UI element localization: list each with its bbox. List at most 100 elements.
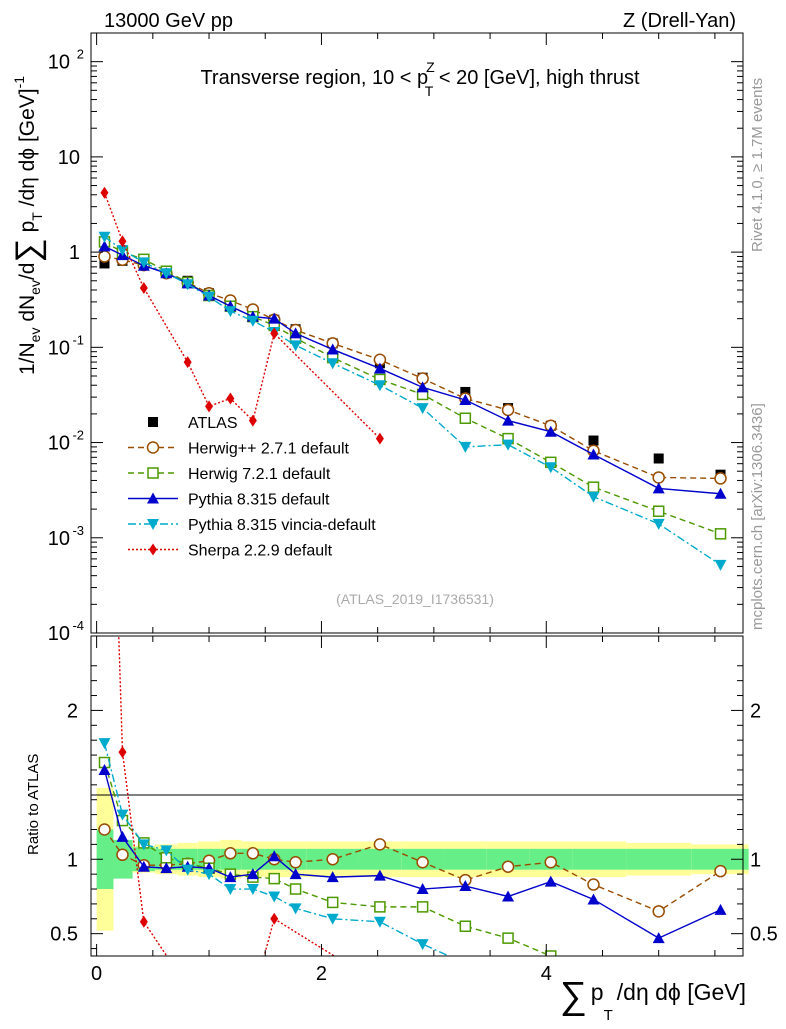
ylabel-part-t: T [29,212,45,221]
ratio-point-herwig-2-7-1-default [373,838,387,851]
ratio-point-pythia-8-315-default [373,869,386,881]
y-tick-label: 10 [48,52,70,74]
point-pythia-8-315-default [416,381,429,393]
point-pythia-8-315-vincia-default [137,257,150,269]
point-atlas [99,258,110,269]
y-tick-label: 10 [58,147,80,169]
point-herwig-2-7-1-default [652,471,665,484]
series-line-herwig-7-2-1-default [104,241,721,535]
ratio-point-herwig-7-2-1-default [716,967,726,977]
ratio-point-pythia-8-315-default [246,868,259,880]
ratio-point-pythia-8-315-default [459,880,472,892]
ratio-tick-label-right: 2 [750,700,761,722]
point-pythia-8-315-vincia-default [98,231,111,243]
ratio-y-axis-label: Ratio to ATLAS [25,754,42,855]
point-pythia-8-315-vincia-default [587,491,600,503]
ratio-point-pythia-8-315-default [98,763,111,775]
ratio-point-herwig-7-2-1-default [289,883,302,895]
ratio-series-group [98,636,727,1005]
ratio-point-pythia-8-315-vincia-default [181,864,194,876]
ratio-point-pythia-8-315-vincia-default [203,869,216,881]
y-tick-label: 10 [48,337,70,359]
ratio-point-herwig-2-7-1-default [501,860,515,873]
ratio-band-green [486,848,530,870]
main-series-group [98,186,727,571]
x-axis-label: ∑ pT/dη dϕ [GeV] [560,975,746,1024]
ratio-point-herwig-2-7-1-default [416,855,429,869]
ratio-point-herwig-2-7-1-default [587,878,600,891]
legend-label-herwig-7-2-1-default: Herwig 7.2.1 default [188,466,331,483]
xlabel-p: p [591,979,604,1005]
ratio-point-herwig-2-7-1-default [714,864,727,878]
rivet-label: Rivet 4.1.0, ≥ 1.7M events [749,78,766,252]
legend-label-atlas: ATLAS [188,415,238,432]
point-pythia-8-315-default [544,425,557,437]
ratio-point-herwig-7-2-1-default [326,896,339,909]
ratio-point-pythia-8-315-vincia-default [416,939,429,951]
x-tick-label: 0 [91,963,102,985]
legend-label-herwig-2-7-1-default: Herwig++ 2.7.1 default [188,441,350,458]
y-tick-label: 10 [48,623,70,645]
point-pythia-8-315-default [652,482,665,494]
ratio-point-pythia-8-315-default [416,883,429,895]
ratio-plot-frame [90,635,744,957]
ratio-point-herwig-7-2-1-default [268,872,280,885]
ylabel-part-ev2: ev [27,280,43,295]
ratio-point-herwig-7-2-1-default [588,958,598,968]
point-herwig-7-2-1-default [714,528,727,540]
ratio-point-herwig-7-2-1-default [459,920,472,932]
ratio-point-sherpa-2-2-9-default [184,981,192,993]
ratio-point-pythia-8-315-default [587,893,600,905]
ratio-point-pythia-8-315-vincia-default [98,738,111,750]
ratio-point-sherpa-2-2-9-default [226,987,234,999]
point-pythia-8-315-default [373,362,386,374]
legend-marker-pythia-8-315-vincia-default [147,519,159,530]
ratio-point-pythia-8-315-vincia-default [224,884,237,896]
ratio-point-sherpa-2-2-9-default [270,912,279,925]
analysis-id: (ATLAS_2019_I1736531) [336,591,494,607]
legend-marker-pythia-8-315-default [147,492,159,504]
main-plot-frame [90,32,744,634]
ratio-tick-label: 0.5 [50,924,78,946]
point-sherpa-2-2-9-default [375,432,384,445]
ratio-series-pythia-8-315-vincia-default [98,738,514,969]
point-pythia-8-315-default [459,393,472,405]
mcplots-label: mcplots.cern.ch [arXiv:1306.3436] [749,403,766,630]
ratio-point-herwig-7-2-1-default [416,901,429,913]
point-sherpa-2-2-9-default [100,186,109,199]
point-atlas [653,453,664,464]
ratio-point-sherpa-2-2-9-default [118,746,127,759]
ratio-point-pythia-8-315-default [652,932,665,944]
point-sherpa-2-2-9-default [226,392,235,405]
point-pythia-8-315-default [268,312,281,324]
ratio-band-green [691,848,749,870]
legend-label-pythia-8-315-vincia-default: Pythia 8.315 vincia-default [188,517,376,534]
ratio-point-herwig-2-7-1-default [652,905,665,918]
point-herwig-7-2-1-default [587,481,600,493]
point-pythia-8-315-default [587,448,600,460]
ratio-tick-label: 2 [67,700,78,722]
x-tick-label: 2 [316,963,327,985]
legend-marker-sherpa-2-2-9-default [149,543,157,556]
legend-label-pythia-8-315-default: Pythia 8.315 default [188,492,330,509]
ratio-point-pythia-8-315-default [714,903,727,915]
y-tick-exponent: -2 [72,428,84,443]
ratio-point-sherpa-2-2-9-default [205,993,213,1005]
xlabel-sub: T [604,1007,613,1024]
ylabel-part-a: 1/N [16,342,39,375]
point-pythia-8-315-vincia-default [116,245,129,257]
ratio-point-pythia-8-315-vincia-default [502,958,514,969]
point-pythia-8-315-vincia-default [652,518,665,530]
point-herwig-2-7-1-default [714,472,727,485]
ratio-point-herwig-7-2-1-default [374,901,386,913]
ratio-tick-label: 1 [67,849,78,871]
legend: ATLAS Herwig++ 2.7.1 default Herwig 7.2.1 … [128,415,376,560]
legend-marker-herwig-7-2-1-default [147,467,159,479]
point-sherpa-2-2-9-default [248,414,257,427]
point-pythia-8-315-default [326,343,339,355]
ratio-point-pythia-8-315-vincia-default [246,884,259,896]
ratio-point-herwig-2-7-1-default [98,823,111,836]
ratio-point-sherpa-2-2-9-default [139,915,148,928]
point-pythia-8-315-vincia-default [373,380,386,392]
